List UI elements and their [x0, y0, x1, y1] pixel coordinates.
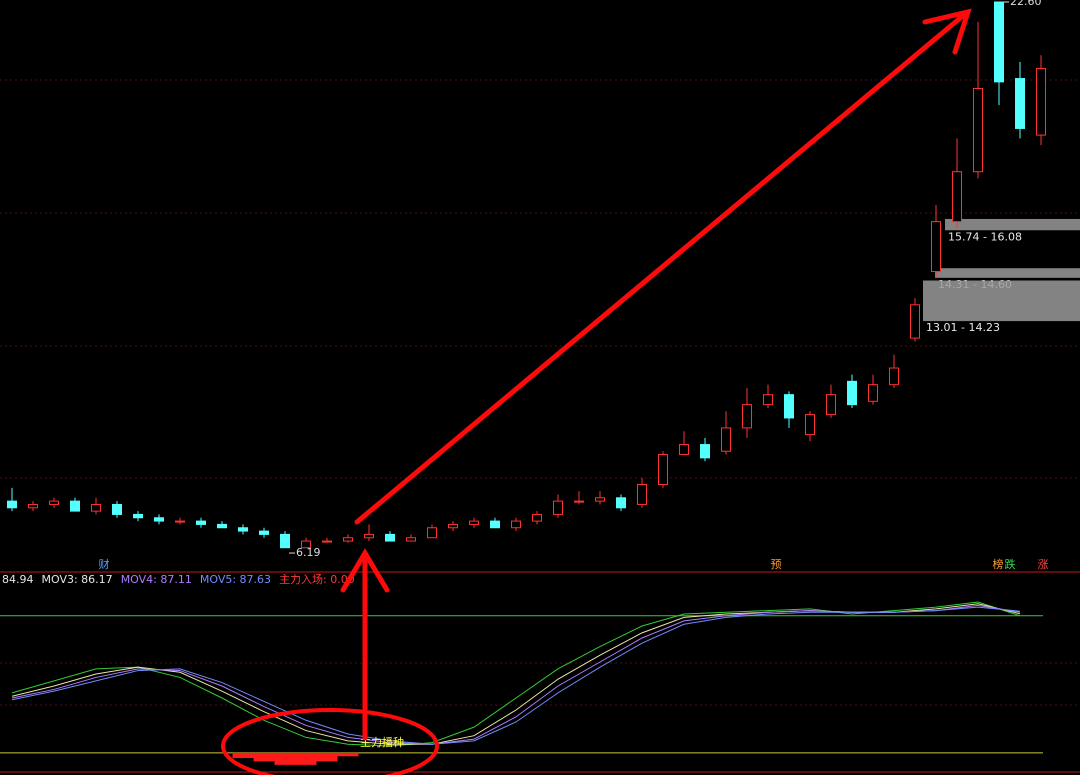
candle-body [700, 444, 710, 459]
candle-body [511, 520, 521, 529]
candle-body [301, 540, 311, 549]
price-label: 22.60 [1010, 0, 1042, 8]
candle-body [70, 500, 80, 512]
candle-body [910, 304, 920, 339]
indicator-line [11, 603, 1021, 745]
candle-body [742, 404, 752, 429]
inflow-bar [253, 752, 275, 762]
annotation: 主力播种 [360, 735, 404, 749]
price-zone [945, 218, 1080, 231]
candle-body [847, 380, 857, 406]
candle-body [679, 444, 689, 456]
indicator-header: MOV5: 87.63 [200, 573, 271, 586]
candle-body [448, 523, 458, 529]
candle-body [553, 500, 563, 515]
candle-body [574, 500, 584, 503]
indicator-line [11, 606, 1021, 745]
candle-body [490, 520, 500, 529]
candle-body [154, 517, 164, 522]
inflow-bar [274, 752, 296, 765]
candle-body [364, 533, 374, 539]
price-label: 6.19 [296, 546, 321, 559]
candle-body [259, 530, 269, 535]
candle-body [406, 537, 416, 542]
candle-body [217, 523, 227, 529]
candle-body [931, 221, 941, 273]
candle-body [868, 384, 878, 402]
price-zone [935, 268, 1080, 278]
inflow-bar [232, 752, 254, 758]
candle-body [7, 500, 17, 509]
zone-label: 15.74 - 16.08 [948, 230, 1022, 243]
candle-body [595, 497, 605, 502]
indicator-header: MOV4: 87.11 [121, 573, 192, 586]
candle-body [322, 540, 332, 543]
indicator-line [11, 601, 1021, 747]
candle-body [91, 503, 101, 512]
candle-body [721, 427, 731, 452]
candle-body [28, 503, 38, 509]
candle-body [49, 500, 59, 505]
candle-body [952, 171, 962, 223]
candle-body [994, 1, 1004, 83]
candle-body [280, 533, 290, 549]
candle-body [763, 394, 773, 406]
candle-body [112, 503, 122, 515]
candle-body [658, 454, 668, 485]
candle-body [469, 520, 479, 525]
candle-body [826, 394, 836, 416]
indicator-header: 84.94 [2, 573, 34, 586]
event-marker: 跌 [1005, 557, 1016, 571]
event-marker: 预 [771, 558, 782, 571]
candle-body [889, 367, 899, 386]
candle-body [196, 520, 206, 525]
candle-body [238, 527, 248, 532]
event-marker: 榜 [993, 557, 1004, 571]
candle-body [427, 527, 437, 539]
indicator-header: MOV3: 86.17 [42, 573, 113, 586]
candle-body [1036, 68, 1046, 136]
candle-body [532, 513, 542, 522]
event-marker: 涨 [1038, 558, 1049, 571]
zone-label: 13.01 - 14.23 [926, 321, 1000, 334]
indicator-line [11, 604, 1021, 745]
candle-body [616, 497, 626, 509]
candle-body [343, 537, 353, 542]
event-marker: 财 [99, 557, 110, 571]
candle-body [805, 414, 815, 436]
candle-body [973, 88, 983, 173]
candle-body [1015, 78, 1025, 129]
candle-body [133, 513, 143, 519]
inflow-bar [337, 752, 359, 757]
inflow-bar [316, 752, 338, 762]
arrows [221, 8, 972, 775]
indicator-header: 主力入场: 0.00 [279, 572, 355, 586]
candle-body [784, 394, 794, 419]
inflow-bar [295, 752, 317, 765]
candle-body [175, 520, 185, 523]
candle-body [385, 533, 395, 542]
candle-body [637, 483, 647, 505]
price-zone [923, 280, 1080, 322]
